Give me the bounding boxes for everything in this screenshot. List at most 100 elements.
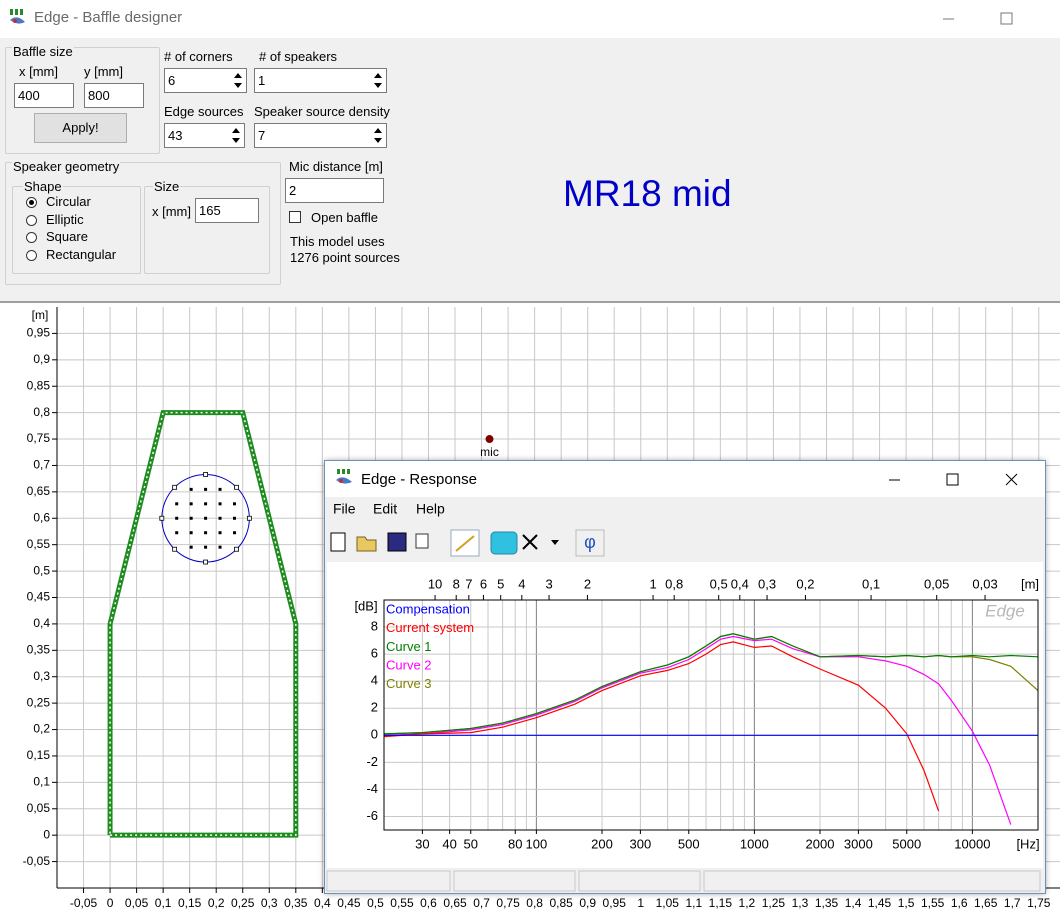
point-source — [204, 545, 208, 549]
copy-button[interactable] — [415, 533, 429, 549]
top-axis-label: [m] — [1021, 576, 1039, 591]
point-source — [204, 487, 208, 491]
x-axis-label: [Hz] — [1016, 836, 1039, 851]
shape-group — [12, 186, 141, 274]
x-tick-label: 1,55 — [921, 896, 945, 910]
legend-entry: Compensation — [386, 601, 470, 616]
y-tick-label: -0,05 — [23, 854, 51, 868]
legend-entry: Curve 1 — [386, 639, 432, 654]
info-text: 1276 point sources — [290, 250, 400, 265]
point-source — [218, 545, 222, 549]
open-button[interactable] — [356, 536, 377, 552]
y-tick-label: 0,75 — [27, 431, 51, 445]
dropdown[interactable] — [551, 540, 559, 545]
text-input[interactable]: 165 — [195, 198, 259, 223]
x-tick-label: 0,45 — [337, 896, 361, 910]
x-tick-label: 0,2 — [208, 896, 225, 910]
point-source — [189, 531, 193, 535]
edge-point-source — [172, 546, 178, 552]
maximize-button[interactable] — [946, 473, 959, 486]
x-tick-label: 0,7 — [473, 896, 490, 910]
delete-button[interactable] — [522, 534, 538, 550]
y-tick-label: 0,55 — [27, 537, 51, 551]
x-tick-label: 1,05 — [656, 896, 680, 910]
label: Speaker source density — [254, 104, 390, 119]
watermark: Edge — [985, 601, 1025, 620]
curve — [384, 633, 1038, 735]
x-tick-label: 0,25 — [231, 896, 255, 910]
mic-label: mic — [480, 445, 499, 459]
phase-button[interactable] — [575, 529, 605, 557]
radio-button[interactable] — [26, 214, 37, 226]
x-tick-label: 0,55 — [390, 896, 414, 910]
group-title: Size — [153, 179, 181, 195]
point-source — [232, 502, 236, 506]
y-tick-label: 0,45 — [27, 590, 51, 604]
toolbar — [330, 529, 605, 557]
calc-button[interactable] — [490, 531, 518, 555]
y-tick-label: 0,85 — [27, 378, 51, 392]
label: y [mm] — [84, 64, 123, 79]
radio-label: Elliptic — [46, 211, 84, 227]
label: x [mm] — [152, 204, 191, 219]
spin-input[interactable]: 43 — [164, 123, 245, 148]
menu-item[interactable]: Edit — [373, 501, 397, 517]
x-tick-label: 0,65 — [443, 896, 467, 910]
status-bar — [326, 870, 1041, 892]
close-button[interactable] — [1005, 473, 1018, 486]
new-button[interactable] — [330, 532, 346, 552]
text-input[interactable]: 400 — [14, 83, 74, 108]
group-title: Speaker geometry — [12, 159, 121, 175]
y-tick-label: -2 — [366, 754, 378, 769]
top-tick-label: 0,1 — [862, 576, 880, 591]
edge-sources — [109, 411, 297, 836]
point-source — [232, 516, 236, 520]
checkbox[interactable] — [289, 211, 301, 223]
x-tick-label: 1,15 — [709, 896, 733, 910]
label: Edge sources — [164, 104, 244, 119]
radio-label: Rectangular — [46, 247, 117, 263]
top-tick-label: 4 — [518, 576, 525, 591]
spin-input[interactable]: 6 — [164, 68, 247, 93]
radio-button[interactable] — [26, 250, 37, 262]
save-button[interactable] — [387, 532, 407, 552]
radio-button[interactable] — [26, 232, 37, 244]
separator — [0, 301, 1060, 303]
curve — [384, 641, 940, 812]
response-icon — [336, 469, 352, 484]
legend-entry: Curve 3 — [386, 676, 432, 691]
top-tick-label: 0,4 — [731, 576, 749, 591]
x-tick-label: 1,35 — [815, 896, 839, 910]
x-tick-label: 1,65 — [974, 896, 998, 910]
x-tick-label: 0,3 — [261, 896, 278, 910]
point-source — [232, 531, 236, 535]
x-tick-label: 80 — [508, 836, 522, 851]
spin-input[interactable]: 1 — [254, 68, 387, 93]
x-tick-label: 3000 — [844, 836, 873, 851]
x-tick-label: 0,8 — [526, 896, 543, 910]
text-input[interactable]: 800 — [84, 83, 144, 108]
x-tick-label: 0,05 — [125, 896, 149, 910]
menu-item[interactable]: File — [333, 501, 356, 517]
maximize-button[interactable] — [1000, 12, 1013, 25]
point-source — [175, 531, 179, 535]
radio-button[interactable] — [26, 197, 37, 208]
x-tick-label: 0,6 — [420, 896, 437, 910]
apply-button[interactable]: Apply! — [34, 113, 127, 143]
point-source — [218, 531, 222, 535]
radio-dot — [29, 200, 34, 205]
edge-point-source — [172, 484, 178, 490]
y-tick-label: 2 — [371, 700, 378, 715]
menu-item[interactable]: Help — [416, 501, 445, 517]
x-tick-label: 1,5 — [898, 896, 915, 910]
checkbox-label: Open baffle — [311, 210, 378, 225]
text-input[interactable]: 2 — [285, 178, 384, 203]
y-tick-label: 8 — [371, 618, 378, 633]
y-tick-label: 0,95 — [27, 326, 51, 340]
spin-input[interactable]: 7 — [254, 123, 387, 148]
x-tick-label: 1,6 — [951, 896, 968, 910]
x-tick-label: 1,25 — [762, 896, 786, 910]
plot-frame — [383, 599, 1039, 831]
x-tick-label: -0,05 — [70, 896, 98, 910]
